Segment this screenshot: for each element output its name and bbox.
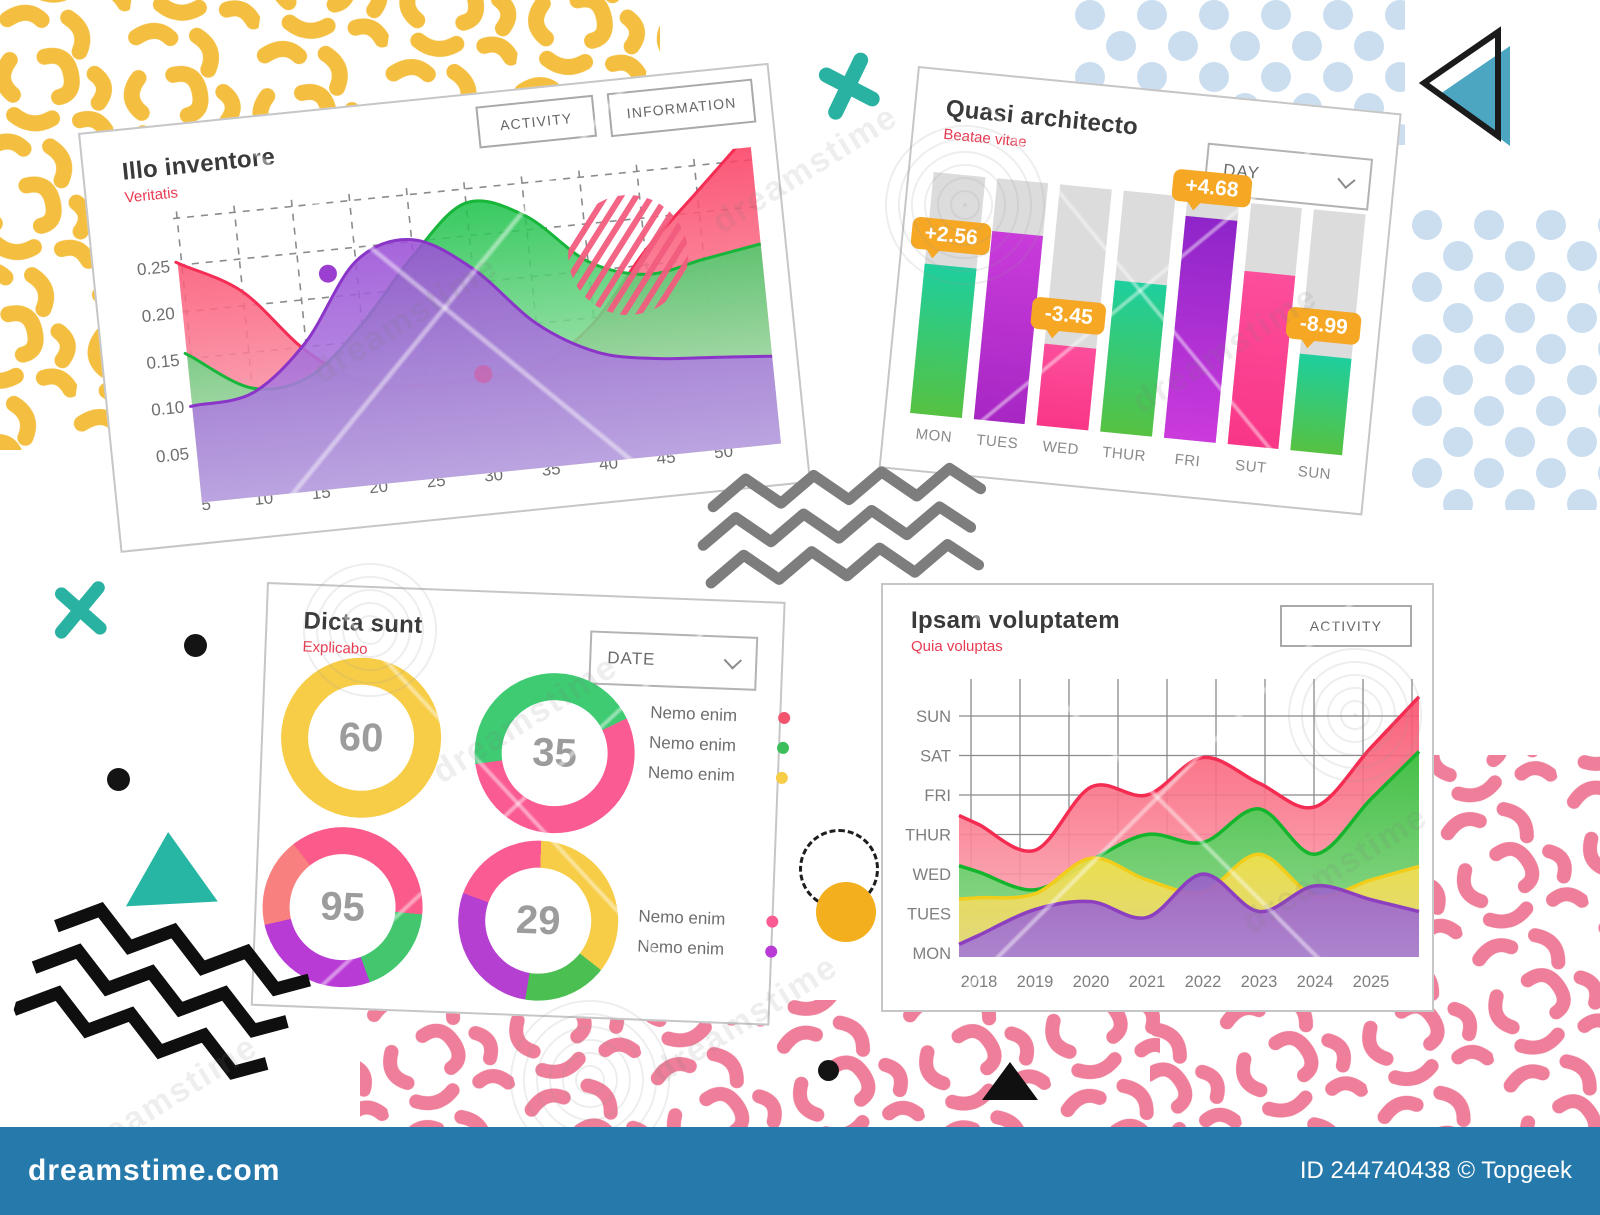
black-dot-decoration bbox=[107, 768, 130, 791]
years-series-purple bbox=[958, 872, 1420, 957]
svg-text:2025: 2025 bbox=[1353, 973, 1390, 991]
svg-text:0.20: 0.20 bbox=[141, 304, 176, 326]
years-area-chart: MON TUES WED THUR FRI SAT SUN 2018 2019 2020 2021 2… bbox=[905, 679, 1421, 991]
svg-text:0.05: 0.05 bbox=[155, 444, 190, 466]
svg-text:2021: 2021 bbox=[1129, 973, 1166, 991]
svg-text:5: 5 bbox=[201, 495, 212, 515]
svg-text:2024: 2024 bbox=[1297, 973, 1334, 991]
svg-text:FRI: FRI bbox=[924, 787, 951, 805]
teal-cross-icon bbox=[54, 581, 107, 639]
blue-dots-pattern-right bbox=[1412, 210, 1600, 510]
gray-zigzag-decoration bbox=[697, 462, 987, 589]
black-dot-decoration bbox=[818, 1060, 839, 1081]
activity-button[interactable]: ACTIVITY bbox=[1280, 605, 1412, 647]
image-credit: ID 244740438 © Topgeek bbox=[1299, 1157, 1572, 1184]
yellow-circle-decoration bbox=[816, 882, 876, 942]
wave-chart: 0.250.200.150.100.055 10 15 20 25 30 35 40 45 50 bbox=[136, 146, 781, 515]
svg-text:WED: WED bbox=[913, 866, 952, 884]
svg-text:0.25: 0.25 bbox=[136, 257, 171, 279]
marker-dot bbox=[318, 264, 337, 283]
page-title: Ipsam voluptatem bbox=[911, 607, 1120, 634]
svg-text:TUES: TUES bbox=[907, 906, 951, 924]
svg-text:2022: 2022 bbox=[1185, 973, 1222, 991]
dreamstime-logo: dreamstime.com bbox=[28, 1154, 281, 1187]
svg-text:0.10: 0.10 bbox=[150, 397, 185, 419]
triangle-outline-icon bbox=[1418, 26, 1510, 146]
svg-text:2023: 2023 bbox=[1241, 973, 1278, 991]
svg-text:2018: 2018 bbox=[961, 973, 998, 991]
svg-text:SAT: SAT bbox=[920, 748, 951, 766]
striped-circle-decoration bbox=[568, 195, 689, 316]
svg-text:2020: 2020 bbox=[1073, 973, 1110, 991]
black-dot-decoration bbox=[184, 634, 207, 657]
teal-cross-icon bbox=[818, 52, 880, 120]
svg-text:0.15: 0.15 bbox=[146, 351, 181, 373]
years-axis-labels: MON TUES WED THUR FRI SAT SUN 2018 2019 2020 2021 2… bbox=[905, 708, 1389, 991]
black-triangle-icon bbox=[982, 1062, 1038, 1100]
card-subtitle: Quia voluptas bbox=[911, 638, 1003, 655]
stock-credit-bar: dreamstime.com ID 244740438 © Topgeek bbox=[0, 1127, 1600, 1215]
svg-text:SUN: SUN bbox=[916, 708, 951, 726]
svg-text:2019: 2019 bbox=[1017, 973, 1054, 991]
black-zigzag-decoration bbox=[11, 901, 312, 1080]
card-wave-chart: Illo inventore Veritatis ACTIVITY INFORM… bbox=[78, 62, 812, 553]
marker-dot bbox=[474, 365, 493, 384]
svg-text:MON: MON bbox=[913, 945, 952, 963]
svg-text:THUR: THUR bbox=[905, 827, 951, 845]
teal-triangle-icon bbox=[125, 832, 218, 907]
